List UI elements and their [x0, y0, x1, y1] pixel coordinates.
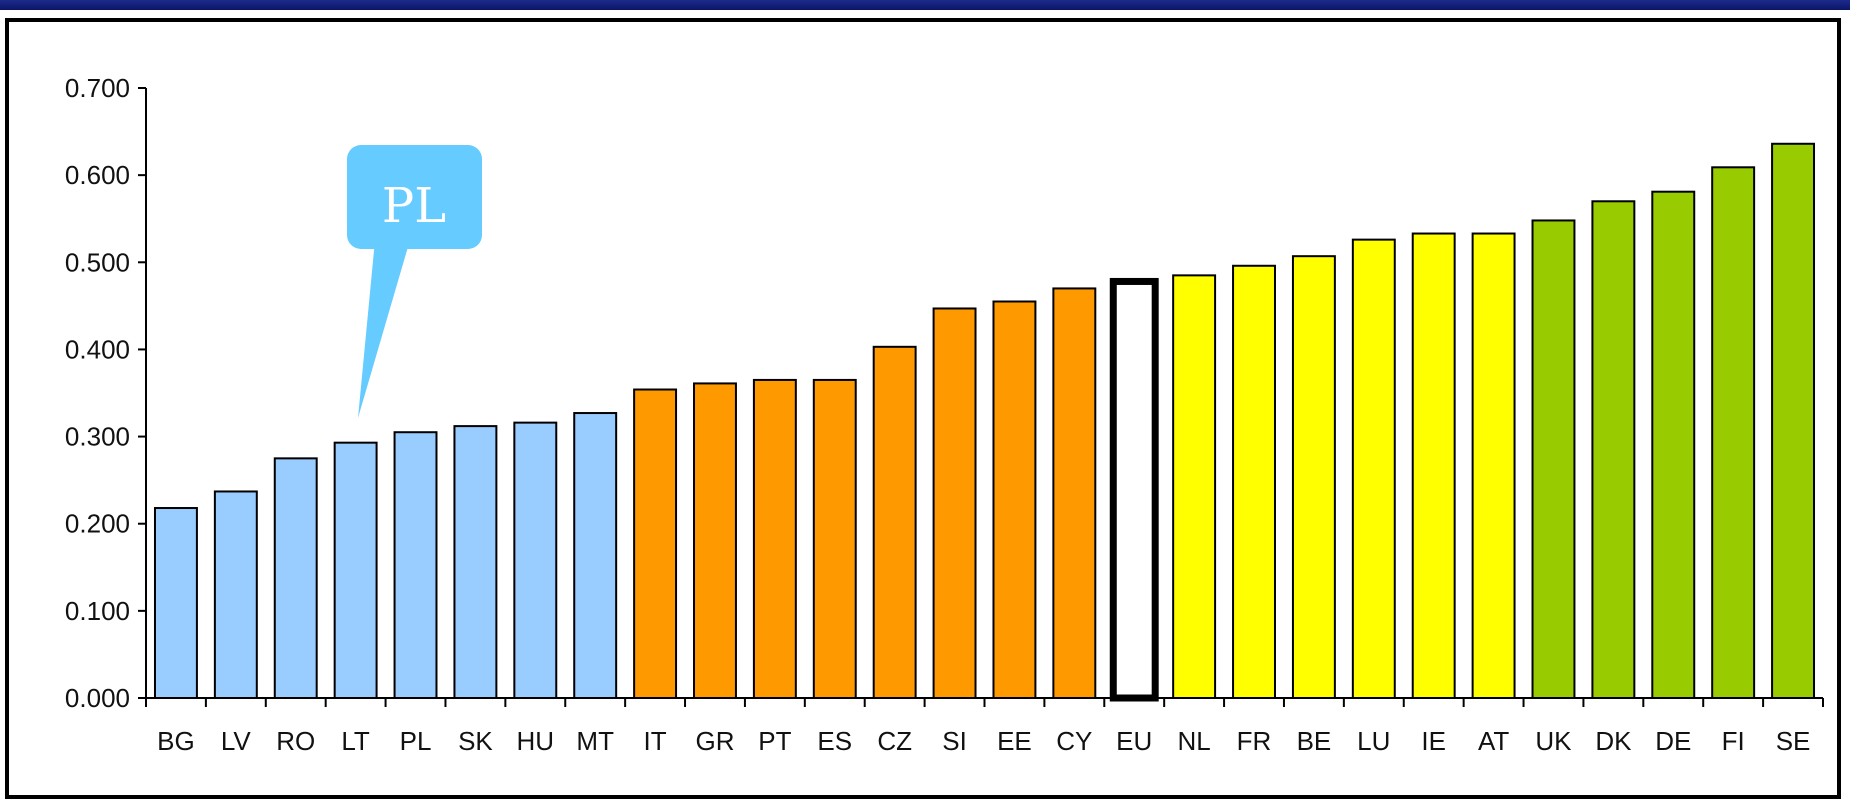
bar-si [932, 307, 977, 699]
x-tick-label-es: ES [817, 726, 852, 756]
x-tick-label-sk: SK [458, 726, 493, 756]
bar-mt [573, 412, 618, 699]
bar-gr [693, 382, 737, 699]
y-tick-label: 0.500 [65, 247, 130, 277]
y-tick-label: 0.000 [65, 683, 130, 713]
bar-nl [1172, 274, 1217, 699]
category-labels: BG LV RO LT PL SK HU MT IT GR PT ES CZ SI EE CY EU NL FR BE… [157, 726, 1810, 756]
x-tick-label-nl: NL [1178, 726, 1211, 756]
y-tick-label: 0.100 [65, 596, 130, 626]
bar-ie [1411, 232, 1456, 699]
x-tick-label-si: SI [942, 726, 967, 756]
x-tick-label-it: IT [644, 726, 667, 756]
x-tick-label-bg: BG [157, 726, 195, 756]
bar-be [1291, 255, 1336, 699]
x-tick-label-ee: EE [997, 726, 1032, 756]
bar-se [1771, 142, 1816, 699]
bar-pt [752, 378, 797, 699]
y-tick-label: 0.200 [65, 509, 130, 539]
callout-box [347, 145, 482, 249]
bar-lt [333, 441, 378, 699]
x-tick-label-cz: CZ [877, 726, 912, 756]
x-tick-label-be: BE [1297, 726, 1332, 756]
x-tick-label-ro: RO [276, 726, 315, 756]
bar-de [1651, 190, 1696, 699]
x-tick-label-pl: PL [400, 726, 432, 756]
bar-uk [1531, 219, 1576, 699]
callout-text: PL [382, 178, 446, 234]
y-tick-label: 0.400 [65, 334, 130, 364]
axes: 0.000 0.100 0.200 0.300 0.400 0.500 0.600 0.700 [65, 73, 1824, 713]
x-tick-label-de: DE [1655, 726, 1691, 756]
x-tick-label-at: AT [1478, 726, 1509, 756]
top-title-bar [0, 0, 1850, 10]
bar-sk [453, 425, 498, 699]
x-tick-label-lu: LU [1357, 726, 1390, 756]
bar-it [633, 388, 678, 699]
x-tick-label-lt: LT [341, 726, 370, 756]
pl-callout: PL [347, 145, 482, 418]
x-tick-label-uk: UK [1535, 726, 1572, 756]
bar-at [1471, 232, 1516, 699]
bars [153, 142, 1816, 702]
bar-dk [1591, 200, 1636, 700]
x-tick-label-mt: MT [576, 726, 614, 756]
x-tick-label-pt: PT [758, 726, 791, 756]
y-tick-label: 0.300 [65, 422, 130, 452]
bar-lu [1351, 238, 1396, 699]
x-tick-label-cy: CY [1056, 726, 1092, 756]
bar-fi [1711, 166, 1756, 700]
bar-ee [992, 300, 1037, 699]
y-tick-label: 0.600 [65, 160, 130, 190]
x-tick-label-lv: LV [221, 726, 252, 756]
bar-lv [213, 490, 258, 699]
x-tick-label-fr: FR [1237, 726, 1272, 756]
bar-hu [513, 421, 558, 699]
bar-eu [1109, 277, 1159, 702]
callout-pointer [358, 240, 410, 418]
x-tick-label-ie: IE [1421, 726, 1446, 756]
bar-bg [153, 507, 198, 699]
bar-cy [1052, 287, 1097, 699]
x-tick-label-fi: FI [1722, 726, 1745, 756]
bar-pl [393, 431, 438, 699]
x-tick-label-eu: EU [1116, 726, 1152, 756]
bar-cz [872, 345, 917, 699]
bar-es [812, 378, 857, 699]
bar-fr [1232, 264, 1276, 699]
x-tick-label-hu: HU [517, 726, 555, 756]
x-tick-label-dk: DK [1595, 726, 1632, 756]
y-tick-label: 0.700 [65, 73, 130, 103]
x-tick-label-se: SE [1776, 726, 1811, 756]
x-tick-label-gr: GR [695, 726, 734, 756]
bar-ro [273, 457, 318, 699]
